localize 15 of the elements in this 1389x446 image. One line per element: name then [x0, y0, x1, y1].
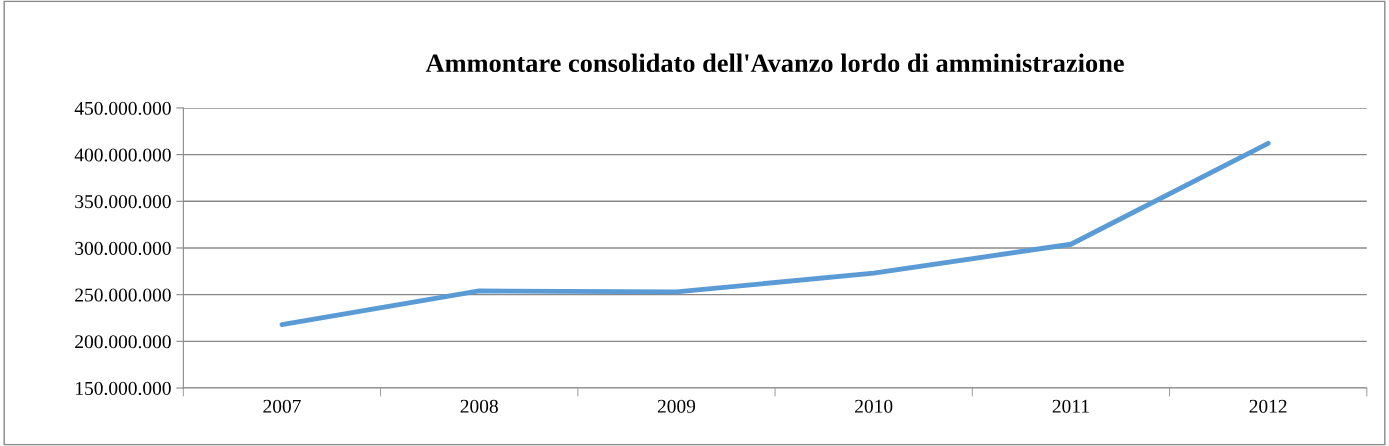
- y-tick-label: 200.000.000: [75, 335, 171, 349]
- y-tick-label: 350.000.000: [75, 195, 171, 209]
- y-tick-label: 400.000.000: [74, 148, 171, 162]
- x-tick-label: 2012: [1249, 399, 1287, 413]
- x-tick-label: 2010: [855, 399, 893, 413]
- y-tick-label: 300.000.000: [75, 241, 171, 255]
- x-tick-label: 2008: [460, 399, 498, 413]
- y-tick-label: 450.000.000: [74, 101, 171, 115]
- y-tick-label: 250.000.000: [75, 288, 171, 302]
- chart-title: Ammontare consolidato dell'Avanzo lordo di amministrazione: [425, 53, 1124, 73]
- x-tick-label: 2009: [657, 399, 696, 413]
- line-series: [279, 140, 1271, 327]
- x-tick-label: 2007: [263, 399, 301, 413]
- x-tick-label: 2011: [1052, 399, 1089, 413]
- y-tick-label: 150.000.000: [76, 381, 171, 396]
